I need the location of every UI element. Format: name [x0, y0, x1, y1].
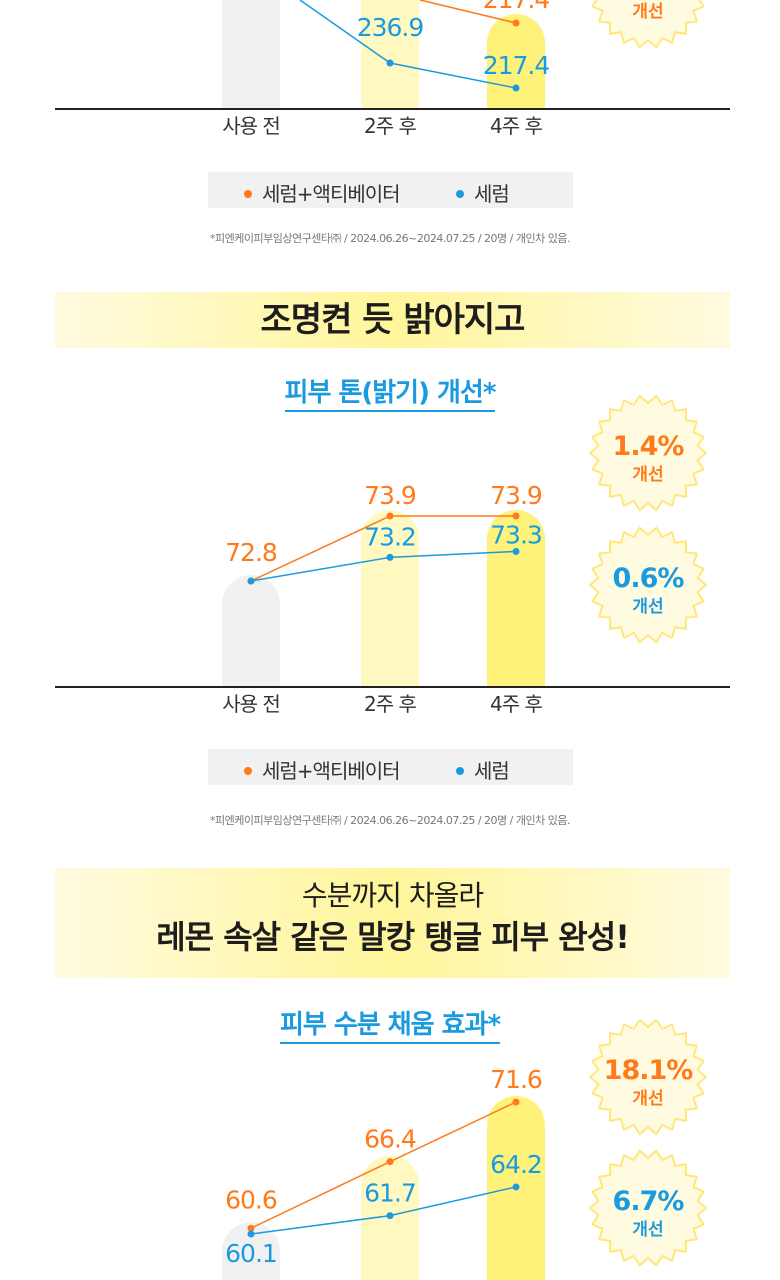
badge-value: 6.7% — [613, 1186, 685, 1217]
badge-value: 0.6% — [613, 563, 685, 594]
legend-item-series-a: 세럼+액티베이터 — [244, 755, 401, 784]
data-label: 217.4 — [483, 0, 550, 14]
chart-title-text: 피부 수분 채움 효과* — [279, 1010, 501, 1044]
data-point — [247, 1224, 255, 1232]
data-point — [512, 84, 520, 92]
bar-1 — [361, 510, 419, 686]
badge-shape — [591, 0, 705, 49]
legend-item-series-b: 세럼 — [456, 178, 510, 207]
bar-2 — [487, 510, 545, 686]
badge-label: 개선 — [632, 465, 663, 485]
data-point — [247, 1230, 255, 1238]
improvement-badge: 1.4% 개선 — [589, 395, 707, 512]
data-label: 217.4 — [483, 51, 550, 80]
banner-2: 조명켠 듯 밝아지고 — [55, 292, 730, 348]
blue-dot-icon — [456, 189, 464, 198]
data-point — [247, 577, 255, 585]
chart-3: 60.6 66.4 71.6 60.1 61.7 64.2 18.1% 개선 6.7% 개선 — [222, 1020, 707, 1280]
badge-value: 1.4% — [613, 431, 685, 462]
improvement-badge: 0.6% 개선 — [589, 526, 707, 644]
bar-0 — [222, 0, 280, 108]
blue-dot-icon — [456, 766, 464, 775]
data-point — [512, 547, 520, 555]
chart-title-text: 피부 톤(밝기) 개선* — [284, 378, 496, 412]
orange-dot-icon — [244, 189, 252, 198]
bar-1 — [361, 0, 419, 108]
legend-1: 세럼+액티베이터 세럼 — [208, 172, 573, 208]
banner-title: 조명켠 듯 밝아지고 — [260, 300, 526, 340]
series-line-0 — [419, 0, 517, 24]
data-label: 60.6 — [225, 1185, 277, 1214]
data-point — [386, 553, 394, 561]
badge-label: 개선 — [632, 2, 663, 22]
data-point — [512, 1098, 520, 1106]
banner-line-2: 레몬 속살 같은 말캉 탱글 피부 완성! — [156, 918, 630, 956]
data-label: 64.2 — [490, 1150, 542, 1179]
banner-3: 수분까지 차올라 레몬 속살 같은 말캉 탱글 피부 완성! — [55, 868, 730, 978]
data-label: 73.2 — [364, 522, 416, 551]
legend-item-series-b: 세럼 — [456, 755, 510, 784]
legend-label: 세럼+액티베이터 — [262, 182, 401, 206]
data-label: 60.1 — [225, 1239, 277, 1268]
bar-0 — [222, 1222, 280, 1280]
data-point — [512, 19, 520, 27]
footnote-2: *피엔케이피부임상연구센타㈜ / 2024.06.26~2024.07.25 /… — [210, 814, 570, 827]
legend-label: 세럼+액티베이터 — [262, 759, 401, 783]
x-tick-label: 4주 후 — [490, 692, 542, 716]
bar-0 — [222, 575, 280, 686]
badge-label: 개선 — [632, 1220, 663, 1240]
data-label: 72.8 — [225, 538, 277, 567]
banner-line-1: 수분까지 차올라 — [301, 879, 484, 912]
improvement-badge: 17.0%개선 — [591, 0, 705, 49]
data-label: 73.9 — [364, 481, 416, 510]
legend-label: 세럼 — [474, 182, 510, 206]
data-label: 73.9 — [490, 481, 542, 510]
badge-value: 18.1% — [604, 1055, 694, 1086]
x-tick-label: 사용 전 — [222, 114, 280, 138]
data-point — [386, 1158, 394, 1166]
legend-item-series-a: 세럼+액티베이터 — [244, 178, 401, 207]
legend-label: 세럼 — [474, 759, 510, 783]
badge-label: 개선 — [632, 597, 663, 617]
x-tick-label: 2주 후 — [364, 692, 416, 716]
data-label: 61.7 — [364, 1179, 416, 1208]
badge-shape — [589, 1149, 707, 1267]
data-point — [512, 1183, 520, 1191]
chart-title-3: 피부 수분 채움 효과* — [0, 1004, 780, 1044]
data-label: 66.4 — [364, 1125, 416, 1154]
improvement-badge: 18.1% 개선 — [589, 1020, 707, 1136]
orange-dot-icon — [244, 766, 252, 775]
data-point — [512, 512, 520, 520]
chart-1: 236.9 217.4 217.4 사용 전 2주 후 4주 후 17.0%개선 — [55, 0, 730, 138]
badge-shape — [589, 526, 707, 644]
badge-shape — [589, 395, 707, 512]
x-tick-label: 2주 후 — [364, 114, 416, 138]
badge-label: 개선 — [632, 1089, 663, 1109]
legend-2: 세럼+액티베이터 세럼 — [208, 749, 573, 785]
x-tick-label: 사용 전 — [222, 692, 280, 716]
data-point — [386, 1212, 394, 1220]
data-point — [386, 59, 394, 67]
footnote-1: *피엔케이피부임상연구센타㈜ / 2024.06.26~2024.07.25 /… — [210, 232, 570, 245]
badge-shape — [589, 1020, 707, 1136]
data-label: 73.3 — [490, 520, 542, 549]
data-label: 236.9 — [357, 13, 424, 42]
data-point — [386, 512, 394, 520]
chart-2: 72.873.9 73.973.2 73.3사용 전 2주 후 4주 후1.4%개선0.… — [55, 395, 730, 716]
x-tick-label: 4주 후 — [490, 114, 542, 138]
data-label: 71.6 — [490, 1065, 542, 1094]
chart-title-2: 피부 톤(밝기) 개선* — [0, 372, 780, 412]
improvement-badge: 6.7% 개선 — [589, 1149, 707, 1267]
